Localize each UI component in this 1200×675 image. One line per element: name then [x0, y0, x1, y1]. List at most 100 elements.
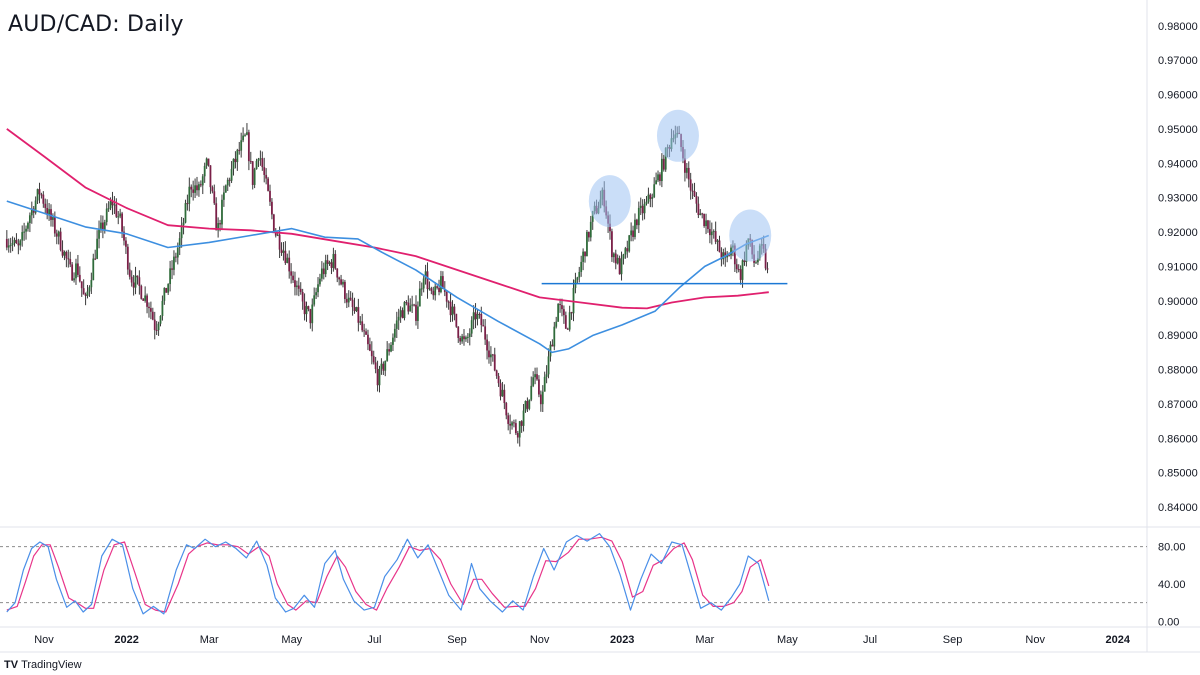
candle-body-bear — [263, 167, 266, 175]
candle-body-bear — [55, 233, 58, 237]
time-tick-label: Mar — [200, 634, 219, 646]
candle — [434, 281, 437, 301]
candle-body-bear — [69, 259, 72, 265]
candle-body-bull — [113, 204, 116, 206]
time-tick-label: May — [777, 634, 798, 646]
candle-body-bull — [167, 284, 170, 293]
candle-body-bear — [587, 231, 590, 238]
candle-body-bear — [149, 308, 152, 312]
candle — [328, 260, 331, 266]
candle-body-bull — [163, 287, 166, 301]
candle — [128, 262, 131, 280]
candle-body-bull — [203, 165, 206, 177]
candle-body-bear — [516, 433, 519, 438]
candle-body-bull — [57, 231, 60, 237]
candle-body-bear — [701, 213, 704, 215]
candle-body-bear — [249, 161, 252, 163]
candle — [161, 295, 164, 321]
candle — [620, 251, 623, 281]
candle-body-bull — [624, 248, 627, 255]
candle-body-bear — [430, 288, 433, 291]
candle-body-bear — [764, 248, 767, 269]
candle-body-bear — [345, 299, 348, 303]
oscillator-pane — [0, 533, 1147, 615]
candle-body-bull — [501, 389, 504, 397]
candle-body-bull — [7, 245, 10, 248]
candle — [340, 274, 342, 286]
candle — [361, 313, 364, 333]
candle-body-bear — [146, 295, 148, 307]
candle — [505, 401, 508, 420]
candle-body-bear — [84, 294, 87, 296]
candle-body-bull — [620, 258, 623, 275]
candle — [71, 262, 74, 282]
price-tick-label: 0.87000 — [1158, 399, 1198, 411]
candle-body-bull — [75, 263, 77, 279]
candle — [111, 191, 114, 215]
candle-body-bear — [307, 306, 310, 310]
candle — [576, 276, 579, 284]
candle — [436, 285, 439, 290]
candle — [98, 220, 100, 249]
candle — [55, 229, 58, 245]
candle-body-bull — [107, 208, 110, 210]
candle — [643, 198, 646, 220]
candle — [401, 307, 404, 319]
candle-body-bear — [234, 158, 237, 163]
candle-body-bear — [539, 394, 542, 405]
candle-body-bear — [261, 158, 264, 168]
candle-body-bear — [432, 290, 435, 296]
candle — [123, 226, 125, 246]
candle — [557, 303, 560, 322]
candle — [217, 217, 220, 238]
candle — [441, 271, 444, 290]
tradingview-brand[interactable]: TV TradingView — [4, 659, 82, 671]
candle-body-bull — [472, 312, 475, 321]
candle-body-bear — [271, 201, 273, 215]
candle — [634, 213, 636, 240]
candle-body-bear — [562, 309, 565, 316]
candle-body-bear — [695, 196, 698, 204]
time-tick-label: 2023 — [610, 634, 634, 646]
candle — [422, 275, 425, 293]
candle — [246, 123, 248, 136]
candle-body-bear — [693, 191, 696, 197]
candle-body-bull — [440, 276, 442, 293]
candle-body-bear — [536, 374, 538, 380]
candle-body-bear — [689, 179, 692, 191]
candle — [432, 286, 435, 300]
candle — [173, 250, 175, 276]
price-tick-label: 0.96000 — [1158, 90, 1198, 102]
candle — [309, 308, 312, 329]
candle-body-bear — [491, 354, 494, 356]
candle — [61, 240, 64, 258]
candle-body-bull — [657, 174, 659, 181]
candle — [194, 178, 196, 199]
highlight-left-shoulder — [588, 175, 631, 228]
candle-body-bull — [716, 240, 719, 242]
candle — [628, 234, 631, 253]
candle — [403, 301, 406, 321]
candle — [522, 403, 525, 432]
candle-body-bull — [466, 336, 469, 338]
candle-body-bear — [509, 423, 512, 426]
candle-body-bull — [311, 304, 314, 324]
candle — [466, 333, 469, 343]
candle-body-bull — [655, 180, 658, 185]
candle — [614, 249, 617, 270]
candle-body-bear — [374, 362, 377, 370]
candle-body-bear — [121, 213, 123, 232]
candle — [25, 225, 27, 240]
candle-body-bull — [63, 251, 66, 256]
candle — [447, 300, 450, 310]
candle-body-bear — [447, 301, 450, 303]
candle — [501, 381, 504, 397]
candle-body-bear — [459, 337, 462, 342]
candle-body-bull — [380, 363, 383, 369]
candle — [363, 323, 366, 337]
candle — [269, 184, 271, 206]
candle — [536, 367, 538, 381]
candle — [86, 284, 89, 299]
candle-body-bear — [140, 285, 143, 299]
